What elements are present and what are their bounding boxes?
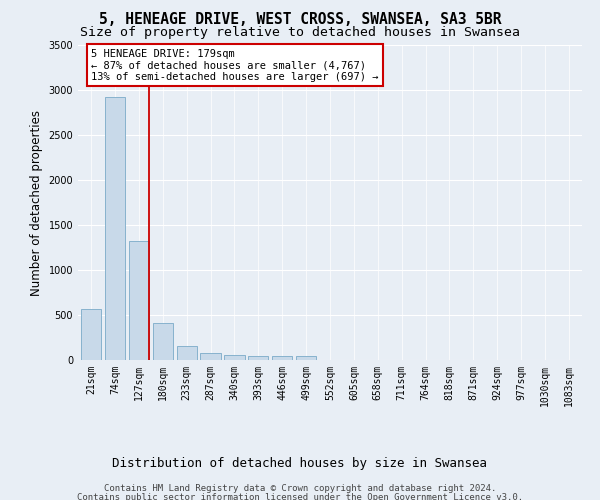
Text: Contains public sector information licensed under the Open Government Licence v3: Contains public sector information licen… bbox=[77, 493, 523, 500]
Bar bbox=[81, 308, 101, 360]
Bar bbox=[296, 356, 316, 360]
Text: 5 HENEAGE DRIVE: 179sqm
← 87% of detached houses are smaller (4,767)
13% of semi: 5 HENEAGE DRIVE: 179sqm ← 87% of detache… bbox=[91, 48, 379, 82]
Bar bbox=[272, 356, 292, 360]
Bar bbox=[129, 241, 149, 360]
Text: 5, HENEAGE DRIVE, WEST CROSS, SWANSEA, SA3 5BR: 5, HENEAGE DRIVE, WEST CROSS, SWANSEA, S… bbox=[99, 12, 501, 28]
Bar bbox=[224, 355, 245, 360]
Bar bbox=[248, 356, 268, 360]
Bar bbox=[105, 97, 125, 360]
Bar bbox=[176, 346, 197, 360]
Y-axis label: Number of detached properties: Number of detached properties bbox=[30, 110, 43, 296]
Bar bbox=[152, 323, 173, 360]
Text: Distribution of detached houses by size in Swansea: Distribution of detached houses by size … bbox=[113, 458, 487, 470]
Text: Contains HM Land Registry data © Crown copyright and database right 2024.: Contains HM Land Registry data © Crown c… bbox=[104, 484, 496, 493]
Bar bbox=[200, 353, 221, 360]
Text: Size of property relative to detached houses in Swansea: Size of property relative to detached ho… bbox=[80, 26, 520, 39]
